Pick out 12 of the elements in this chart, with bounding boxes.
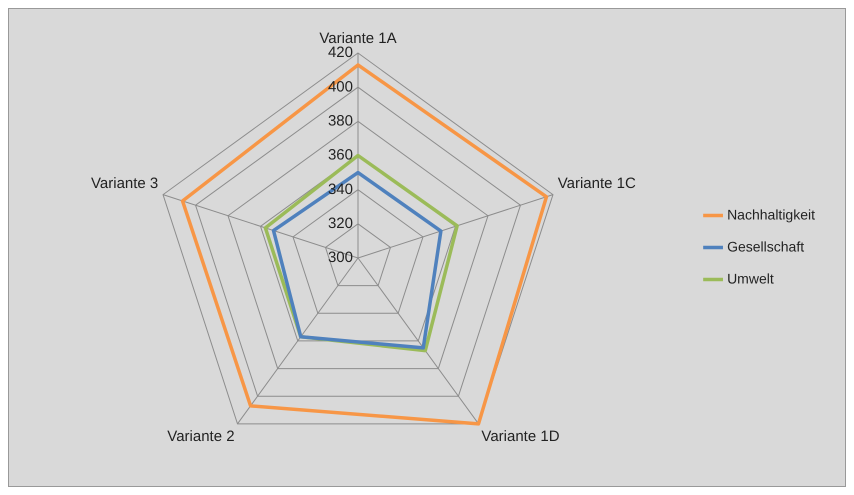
y-tick-label: 360 (328, 146, 353, 164)
spoke-label: Variante 3 (91, 175, 158, 192)
spoke-label: Variante 2 (167, 428, 235, 446)
y-tick-label: 300 (328, 249, 353, 266)
spoke-label: Variante 1D (481, 428, 560, 446)
y-tick-label: 320 (328, 214, 353, 232)
legend-label: Gesellschaft (727, 238, 804, 254)
spoke-label: Variante 1C (558, 175, 636, 192)
y-tick-label: 380 (328, 112, 353, 130)
legend-label: Nachhaltigkeit (727, 206, 816, 222)
legend-label: Umwelt (727, 270, 774, 286)
y-tick-label: 400 (328, 78, 353, 96)
